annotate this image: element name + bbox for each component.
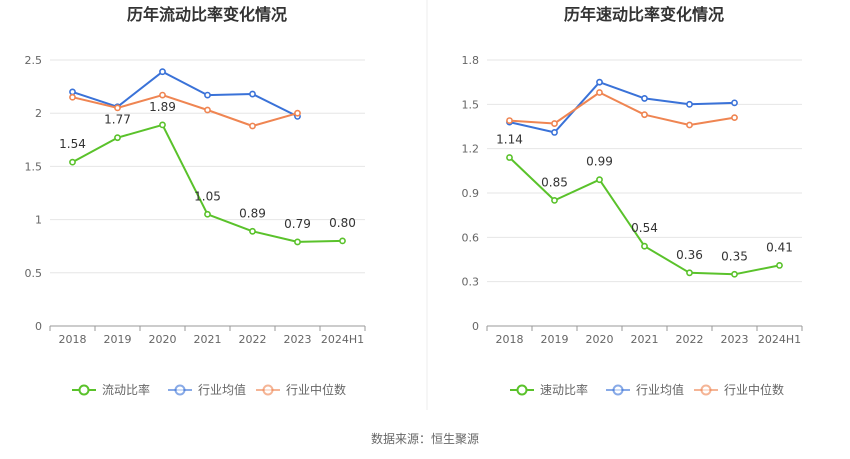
chart-title: 历年速动比率变化情况 — [564, 5, 724, 24]
legend-marker-dot — [700, 384, 712, 396]
y-tick-label: 1.5 — [25, 160, 43, 173]
y-tick-label: 0.9 — [462, 187, 480, 200]
legend-label: 流动比率 — [102, 382, 150, 397]
legend-marker-dot — [174, 384, 186, 396]
y-tick-label: 2 — [35, 107, 42, 120]
source-note: 数据来源：恒生聚源 — [371, 431, 479, 446]
data-point-0 — [641, 242, 648, 250]
data-label: 1.54 — [59, 137, 86, 151]
data-point-0 — [776, 262, 783, 269]
y-tick-label: 0.6 — [462, 231, 480, 244]
y-tick-label: 0.5 — [25, 267, 43, 280]
y-tick-label: 2.5 — [25, 54, 43, 67]
data-point-2 — [551, 120, 558, 127]
x-tick-label: 2018 — [496, 333, 524, 346]
data-label: 0.36 — [676, 248, 703, 262]
quick-ratio-chart: 历年速动比率变化情况 0 0.3 0.6 0.9 1.2 1.5 1.8 2018 2019 202… — [462, 5, 803, 397]
data-point-0 — [339, 237, 346, 245]
y-tick-label: 1.2 — [462, 143, 480, 156]
data-point-2 — [159, 91, 166, 99]
series-line-2 — [72, 94, 298, 127]
data-label: 0.35 — [721, 249, 748, 263]
data-point-2 — [731, 114, 738, 122]
legend-marker-dot — [612, 384, 624, 396]
data-point-2 — [506, 117, 513, 124]
data-point-1 — [551, 129, 558, 136]
series-line-2 — [509, 91, 735, 126]
series-line-1 — [72, 70, 298, 118]
data-label: 1.77 — [104, 113, 131, 127]
data-label: 1.89 — [149, 100, 176, 114]
data-point-2 — [686, 121, 693, 129]
data-point-0 — [294, 238, 301, 246]
data-point-1 — [249, 90, 256, 98]
data-point-1 — [159, 68, 166, 76]
data-point-1 — [204, 91, 211, 99]
y-tick-label: 1.8 — [462, 54, 480, 67]
data-label: 0.99 — [586, 155, 613, 169]
x-tick-label: 2023 — [721, 333, 749, 346]
data-point-2 — [69, 93, 76, 101]
x-tick-label: 2021 — [631, 333, 659, 346]
x-tick-label: 2024H1 — [758, 333, 801, 346]
series-line-1 — [509, 81, 735, 134]
data-point-0 — [204, 210, 211, 218]
x-tick-label: 2023 — [284, 333, 312, 346]
legend-marker-dot — [516, 384, 528, 396]
data-point-0 — [731, 270, 738, 278]
current-ratio-chart: 历年流动比率变化情况 0 0.5 1 1.5 2 2.5 2018 2019 2020 2021 20… — [25, 5, 366, 397]
data-label: 0.54 — [631, 221, 658, 235]
data-label: 0.41 — [766, 240, 793, 254]
data-point-0 — [686, 269, 693, 277]
data-point-2 — [204, 106, 211, 114]
legend-marker-dot — [262, 384, 274, 396]
data-point-0 — [551, 196, 558, 204]
data-label: 0.85 — [541, 175, 568, 189]
y-tick-label: 1 — [35, 214, 42, 227]
y-tick-label: 0 — [35, 320, 42, 333]
data-point-1 — [596, 78, 603, 86]
legend-label: 行业中位数 — [724, 382, 784, 397]
data-point-1 — [731, 99, 738, 107]
data-point-0 — [506, 154, 513, 161]
legend-label: 速动比率 — [540, 382, 588, 397]
data-point-0 — [596, 176, 603, 184]
data-point-1 — [686, 100, 693, 108]
x-tick-label: 2019 — [541, 333, 569, 346]
legend-label: 行业均值 — [198, 382, 246, 397]
legend-label: 行业中位数 — [286, 382, 346, 397]
data-point-0 — [249, 227, 256, 235]
x-tick-label: 2020 — [149, 333, 177, 346]
x-tick-label: 2022 — [239, 333, 267, 346]
data-label: 0.89 — [239, 206, 266, 220]
legend-marker-dot — [78, 384, 90, 396]
x-tick-label: 2020 — [586, 333, 614, 346]
data-label: 0.79 — [284, 217, 311, 231]
x-tick-label: 2024H1 — [321, 333, 364, 346]
x-tick-label: 2021 — [194, 333, 222, 346]
chart-title: 历年流动比率变化情况 — [127, 5, 287, 24]
data-point-0 — [159, 121, 166, 129]
x-tick-label: 2019 — [104, 333, 132, 346]
legend-label: 行业均值 — [636, 382, 684, 397]
data-point-2 — [114, 104, 121, 112]
x-tick-label: 2018 — [59, 333, 87, 346]
data-point-1 — [69, 88, 76, 96]
data-point-0 — [114, 134, 121, 142]
y-tick-label: 0.3 — [462, 276, 480, 289]
data-label: 1.14 — [496, 133, 523, 147]
data-point-2 — [596, 89, 603, 96]
y-tick-label: 0 — [472, 320, 479, 333]
data-point-2 — [641, 111, 648, 119]
x-tick-label: 2022 — [676, 333, 704, 346]
y-tick-label: 1.5 — [462, 98, 480, 111]
data-label: 0.80 — [329, 216, 356, 230]
data-point-0 — [69, 158, 76, 166]
data-label: 1.05 — [194, 189, 221, 203]
data-point-2 — [249, 122, 256, 130]
data-point-1 — [641, 95, 648, 102]
data-point-2 — [294, 109, 301, 117]
